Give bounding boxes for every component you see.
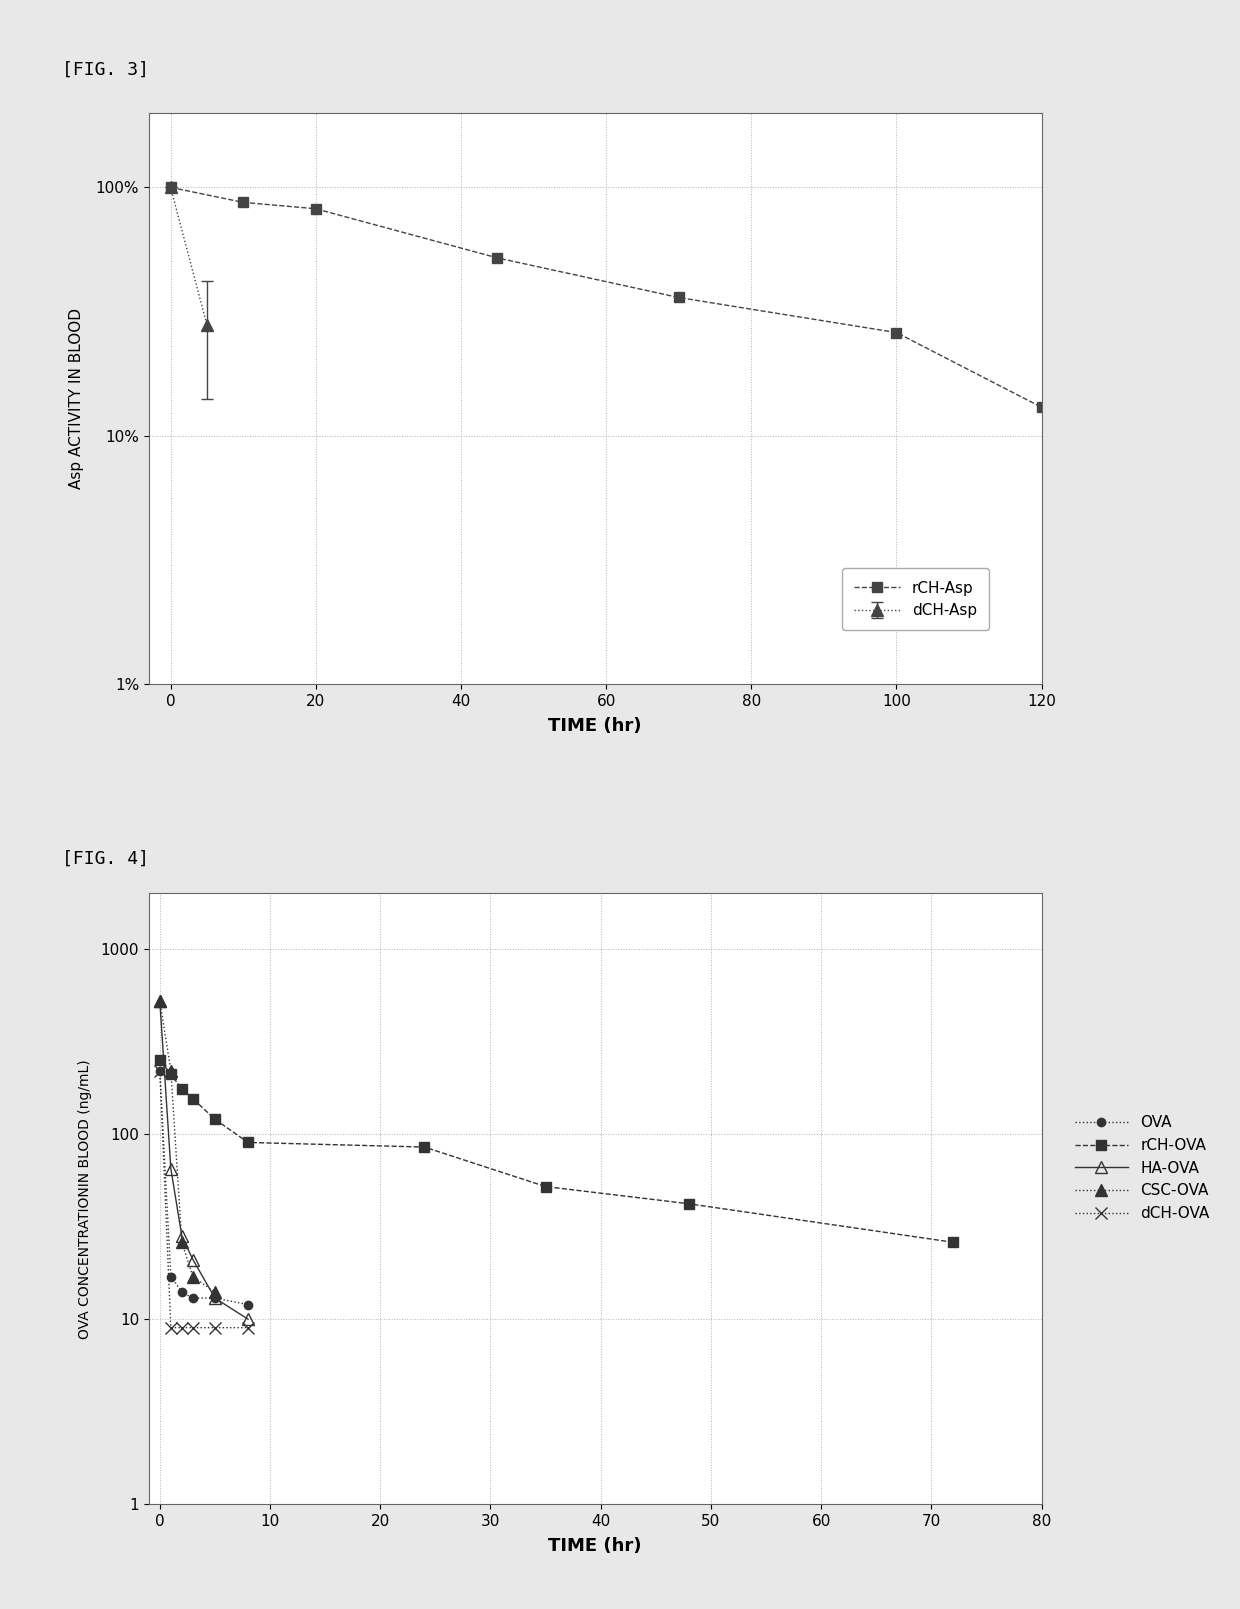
CSC-OVA [153,991,167,1010]
rCH-Asp [236,193,250,212]
rCH-Asp [1034,397,1049,417]
rCH-Asp [164,177,179,196]
rCH-OVA [175,1080,190,1099]
rCH-Asp [490,248,505,267]
CSC-OVA [175,1232,190,1252]
HA-OVA [241,1310,255,1329]
HA-OVA [207,1289,222,1308]
dCH-OVA [241,1318,255,1337]
CSC-OVA [186,1266,201,1286]
CSC-OVA [164,1060,179,1080]
Line: rCH-OVA: rCH-OVA [155,1056,959,1247]
Line: rCH-Asp: rCH-Asp [166,182,1047,412]
dCH-OVA [207,1318,222,1337]
Line: HA-OVA: HA-OVA [154,996,253,1324]
Line: dCH-OVA: dCH-OVA [154,1064,254,1334]
rCH-Asp [671,288,686,307]
HA-OVA [175,1226,190,1245]
CSC-OVA [207,1282,222,1302]
Text: [FIG. 4]: [FIG. 4] [62,850,149,867]
HA-OVA [186,1250,201,1270]
rCH-Asp [889,323,904,343]
Legend: OVA, rCH-OVA, HA-OVA, CSC-OVA, dCH-OVA: OVA, rCH-OVA, HA-OVA, CSC-OVA, dCH-OVA [1068,1107,1218,1229]
OVA [153,1060,167,1080]
HA-OVA [164,1158,179,1178]
rCH-OVA [417,1138,432,1157]
OVA [186,1289,201,1308]
OVA [241,1295,255,1315]
dCH-OVA [175,1318,190,1337]
Line: OVA: OVA [156,1067,252,1308]
X-axis label: TIME (hr): TIME (hr) [548,718,642,735]
rCH-OVA [241,1133,255,1152]
rCH-OVA [682,1194,697,1213]
Legend: rCH-Asp, dCH-Asp: rCH-Asp, dCH-Asp [842,568,990,631]
Line: CSC-OVA: CSC-OVA [154,996,221,1298]
rCH-OVA [207,1110,222,1130]
rCH-OVA [164,1065,179,1084]
dCH-OVA [153,1060,167,1080]
X-axis label: TIME (hr): TIME (hr) [548,1538,642,1556]
OVA [164,1266,179,1286]
HA-OVA [153,991,167,1010]
rCH-OVA [153,1051,167,1070]
rCH-OVA [538,1176,553,1195]
rCH-OVA [946,1232,961,1252]
OVA [175,1282,190,1302]
dCH-OVA [164,1318,179,1337]
rCH-OVA [186,1089,201,1109]
dCH-OVA [186,1318,201,1337]
Y-axis label: OVA CONCENTRATIONIN BLOOD (ng/mL): OVA CONCENTRATIONIN BLOOD (ng/mL) [78,1059,92,1339]
Text: [FIG. 3]: [FIG. 3] [62,61,149,79]
Y-axis label: Asp ACTIVITY IN BLOOD: Asp ACTIVITY IN BLOOD [69,307,84,489]
rCH-Asp [309,200,324,219]
OVA [207,1289,222,1308]
